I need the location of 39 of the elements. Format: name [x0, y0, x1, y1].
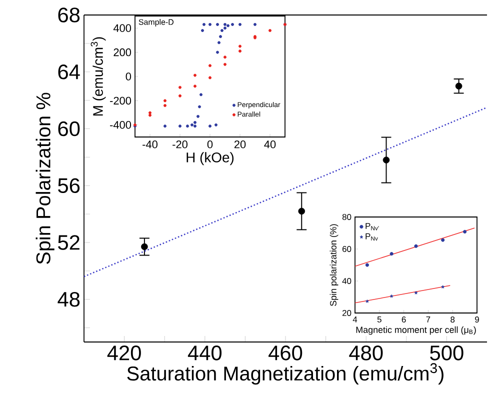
y-axis-title: Spin Polarization % [36, 92, 54, 264]
y-tick-label: 56 [58, 178, 80, 194]
y-tick-label: 60 [342, 246, 352, 252]
x-axis-title: H (kOe) [186, 152, 234, 166]
y-tick-label: 60 [58, 121, 80, 136]
x-tick-label: 500 [430, 346, 464, 360]
y-tick-label: -200 [110, 96, 132, 105]
y-tick-label: 80 [342, 214, 352, 220]
x-tick-label: 20 [234, 140, 246, 148]
x-tick-label: 40 [264, 140, 276, 148]
x-tick-label: 5 [377, 316, 382, 322]
x-tick-label: 420 [107, 346, 141, 360]
y-tick-label: 200 [114, 48, 132, 56]
x-axis-title: Saturation Magnetization (emu/cm$^{3}$) [127, 363, 444, 385]
x-tick-label: 6 [402, 316, 406, 323]
y-tick-label: 68 [58, 8, 80, 22]
y-tick-label: 0 [126, 72, 132, 80]
y-tick-label: 400 [113, 24, 132, 32]
x-tick-label: 440 [188, 346, 222, 360]
x-tick-label: 0 [207, 140, 213, 148]
x-tick-label: 460 [268, 346, 302, 360]
x-tick-label: -40 [142, 140, 158, 148]
y-tick-label: 20 [342, 310, 352, 316]
x-tick-label: 480 [349, 346, 383, 360]
legend-label: P$_{Nv'}$ [366, 223, 379, 230]
y-axis-title: M (emu/cm$^{3}$) [90, 37, 106, 116]
y-tick-label: 52 [58, 235, 80, 250]
x-axis-title: Magnetic moment per cell (μ$_{B}$) [356, 326, 476, 335]
y-tick-label: -400 [110, 121, 132, 129]
y-tick-label: 40 [342, 278, 352, 284]
y-tick-label: 64 [58, 64, 80, 80]
x-tick-label: -20 [172, 140, 188, 148]
x-tick-label: 4 [352, 316, 358, 322]
x-tick-label: 8 [450, 316, 455, 323]
y-tick-label: 48 [58, 292, 80, 307]
x-tick-label: 9 [475, 316, 479, 323]
x-tick-label: 7 [426, 316, 430, 322]
legend-label: P$_{Nv}$ [366, 233, 378, 241]
y-axis-title: Spin polarization (%) [330, 224, 338, 306]
